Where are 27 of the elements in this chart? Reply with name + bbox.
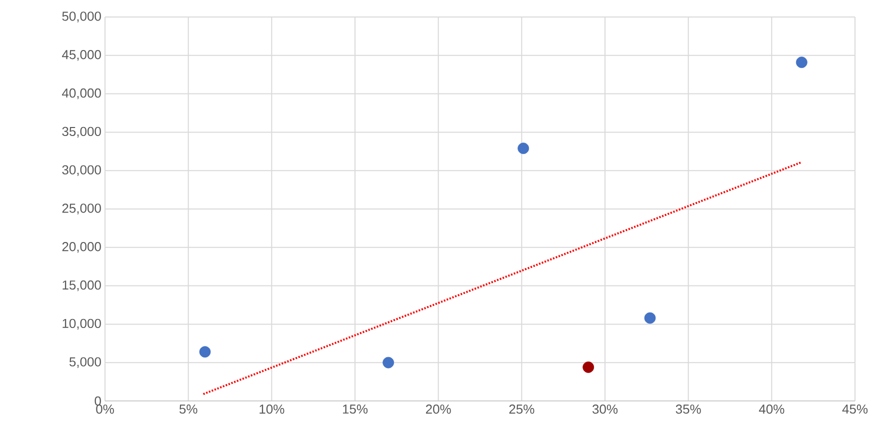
point (796, 56, 808, 68)
point (382, 356, 394, 368)
y-tick-label: 50,000 (62, 12, 101, 22)
x-tick-label: 35% (676, 404, 701, 414)
y-tick-label: 45,000 (62, 50, 101, 61)
x-tick-label: 25% (509, 404, 534, 414)
x-tick-label: 40% (758, 404, 784, 414)
x-tick-label: 45% (842, 404, 868, 414)
y-tick-label: 25,000 (62, 204, 101, 214)
x-tick-label: 0% (96, 404, 114, 414)
x-tick-label: 15% (342, 404, 368, 414)
point (518, 142, 530, 154)
point (644, 312, 656, 324)
y-tick-label: 15,000 (62, 280, 101, 292)
x-tick-label: 30% (592, 404, 618, 414)
x-tick-label: 5% (179, 404, 198, 414)
y-tick-label: 10,000 (62, 318, 101, 330)
point (582, 362, 594, 373)
x-tick-label: 10% (260, 404, 284, 414)
y-tick-label: 5,000 (69, 357, 101, 368)
y-tick-label: 0 (94, 396, 101, 406)
x-tick-label: 20% (426, 404, 451, 414)
y-tick-label: 30,000 (62, 165, 101, 176)
y-tick-label: 35,000 (62, 126, 101, 138)
y-tick-label: 20,000 (62, 242, 101, 253)
point (199, 346, 211, 358)
y-tick-label: 40,000 (62, 88, 101, 100)
